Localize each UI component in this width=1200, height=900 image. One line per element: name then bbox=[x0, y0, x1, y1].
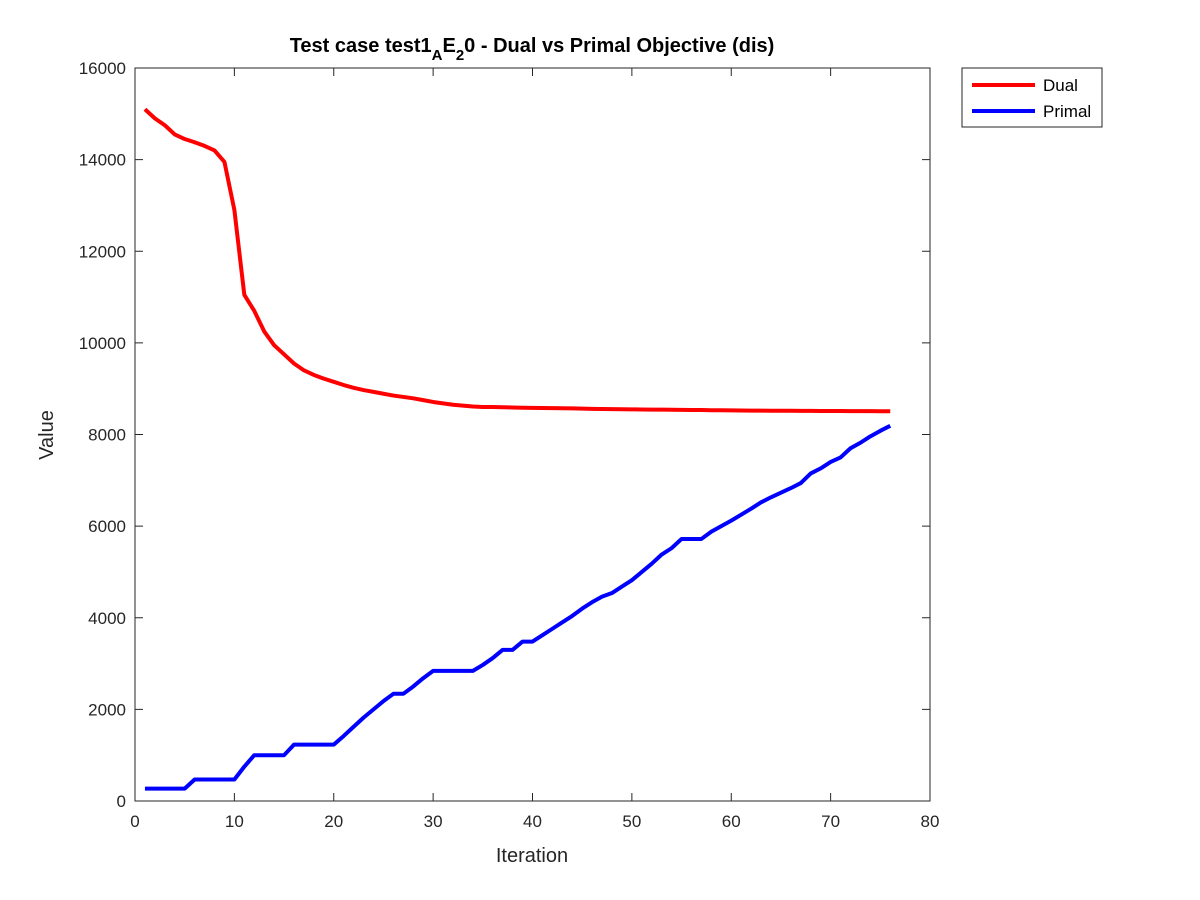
legend-label-dual: Dual bbox=[1043, 76, 1078, 95]
series-layer bbox=[143, 107, 892, 791]
title-sub-2: 2 bbox=[456, 47, 464, 64]
y-tick-label: 14000 bbox=[79, 151, 126, 170]
title-sub-a: A bbox=[432, 47, 443, 64]
x-tick-label: 60 bbox=[722, 812, 741, 831]
title-mid: E bbox=[442, 35, 455, 57]
title-prefix: Test case test1 bbox=[290, 35, 432, 57]
y-tick-label: 12000 bbox=[79, 242, 126, 261]
series-line-dual bbox=[143, 107, 891, 414]
y-tick-label: 10000 bbox=[79, 334, 126, 353]
plot-area bbox=[135, 68, 930, 801]
x-tick-label: 20 bbox=[324, 812, 343, 831]
x-axis-label: Iteration bbox=[496, 845, 568, 867]
y-tick-label: 6000 bbox=[88, 517, 126, 536]
legend: Dual Primal bbox=[961, 67, 1103, 128]
y-tick-label: 8000 bbox=[88, 426, 126, 445]
x-tick-label: 0 bbox=[130, 812, 139, 831]
x-tick-label: 30 bbox=[424, 812, 443, 831]
legend-label-primal: Primal bbox=[1043, 102, 1091, 121]
title-suffix: 0 - Dual vs Primal Objective (dis) bbox=[464, 35, 774, 57]
y-tick-label: 4000 bbox=[88, 609, 126, 628]
axes-box bbox=[134, 67, 931, 802]
x-tick-label: 80 bbox=[921, 812, 940, 831]
x-tick-label: 10 bbox=[225, 812, 244, 831]
legend-box bbox=[961, 67, 1103, 128]
y-tick-label: 16000 bbox=[79, 59, 126, 78]
x-tick-label: 50 bbox=[622, 812, 641, 831]
x-tick-label: 40 bbox=[523, 812, 542, 831]
chart-title: Test case test1AE20 - Dual vs Primal Obj… bbox=[290, 35, 775, 64]
y-axis-label: Value bbox=[36, 410, 58, 460]
series-line-primal bbox=[144, 424, 892, 791]
x-tick-label: 70 bbox=[821, 812, 840, 831]
y-tick-label: 0 bbox=[117, 792, 126, 811]
tick-labels: 0 10 20 30 40 50 60 70 80 0 2000 4000 6000 8000 10000 1… bbox=[79, 59, 940, 831]
y-tick-label: 2000 bbox=[88, 700, 126, 719]
